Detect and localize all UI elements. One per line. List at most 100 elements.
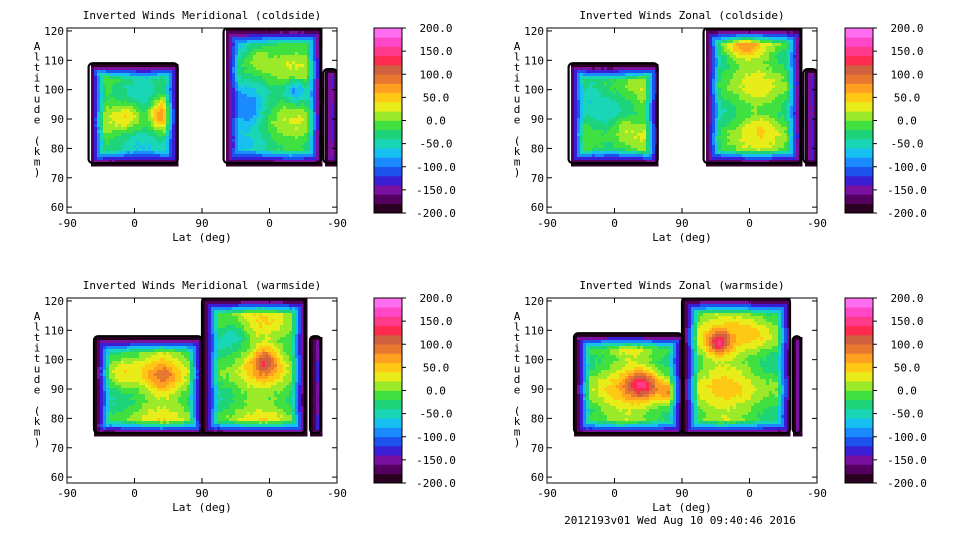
field-cell	[286, 103, 290, 107]
field-cell	[580, 130, 584, 134]
field-cell	[283, 145, 287, 149]
field-cell	[571, 163, 575, 167]
field-cell	[733, 133, 737, 137]
field-cell	[643, 76, 647, 80]
field-cell	[313, 112, 317, 116]
field-cell	[757, 49, 761, 53]
field-cell	[274, 109, 278, 113]
field-cell	[775, 85, 779, 89]
field-cell	[301, 163, 305, 167]
field-cell	[784, 124, 788, 128]
field-cell	[121, 109, 125, 113]
field-cell	[262, 163, 266, 167]
field-cell	[619, 76, 623, 80]
field-cell	[787, 88, 791, 92]
field-cell	[715, 103, 719, 107]
field-cell	[121, 151, 125, 155]
field-cell	[763, 157, 767, 161]
field-cell	[100, 64, 104, 68]
field-cell	[727, 106, 731, 110]
field-cell	[634, 145, 638, 149]
field-cell	[622, 106, 626, 110]
field-cell	[100, 151, 104, 155]
field-cell	[259, 124, 263, 128]
field-cell	[295, 46, 299, 50]
field-cell	[778, 70, 782, 74]
field-cell	[760, 91, 764, 95]
field-cell	[745, 157, 749, 161]
field-cell	[253, 61, 257, 65]
field-cell	[295, 157, 299, 161]
field-cell	[238, 40, 242, 44]
field-cell	[166, 130, 170, 134]
field-cell	[169, 82, 173, 86]
field-cell	[760, 106, 764, 110]
field-cell	[325, 103, 329, 107]
field-cell	[145, 103, 149, 107]
field-cell	[124, 121, 128, 125]
field-cell	[262, 100, 266, 104]
field-cell	[766, 124, 770, 128]
field-cell	[643, 67, 647, 71]
y-axis-label-char: (	[34, 135, 41, 148]
field-cell	[751, 103, 755, 107]
field-cell	[775, 124, 779, 128]
field-cell	[610, 118, 614, 122]
field-cell	[139, 124, 143, 128]
field-cell	[283, 34, 287, 38]
field-cell	[724, 85, 728, 89]
field-cell	[295, 124, 299, 128]
field-cell	[790, 94, 794, 98]
field-cell	[163, 145, 167, 149]
colorbar-segment	[374, 194, 402, 205]
field-cell	[712, 49, 716, 53]
field-cell	[259, 106, 263, 110]
field-cell	[277, 76, 281, 80]
field-cell	[730, 34, 734, 38]
field-cell	[589, 142, 593, 146]
field-cell	[715, 124, 719, 128]
field-cell	[745, 31, 749, 35]
field-cell	[145, 139, 149, 143]
field-cell	[631, 106, 635, 110]
field-cell	[616, 70, 620, 74]
field-cell	[325, 115, 329, 119]
field-cell	[172, 148, 176, 152]
field-cell	[643, 97, 647, 101]
field-cell	[241, 130, 245, 134]
field-cell	[571, 97, 575, 101]
field-cell	[232, 94, 236, 98]
field-cell	[742, 52, 746, 56]
field-cell	[781, 61, 785, 65]
field-cell	[751, 142, 755, 146]
field-cell	[316, 157, 320, 161]
field-cell	[97, 64, 101, 68]
field-cell	[742, 130, 746, 134]
field-cell	[628, 79, 632, 83]
field-cell	[625, 148, 629, 152]
field-cell	[751, 88, 755, 92]
field-cell	[631, 64, 635, 68]
field-cell	[136, 136, 140, 140]
field-cell	[586, 73, 590, 77]
field-cell	[133, 67, 137, 71]
field-cell	[619, 160, 623, 164]
field-cell	[772, 46, 776, 50]
field-cell	[751, 67, 755, 71]
field-cell	[718, 112, 722, 116]
field-cell	[274, 157, 278, 161]
field-cell	[247, 79, 251, 83]
field-cell	[307, 61, 311, 65]
field-cell	[742, 61, 746, 65]
field-cell	[274, 79, 278, 83]
field-cell	[772, 109, 776, 113]
field-cell	[733, 61, 737, 65]
field-cell	[265, 28, 269, 32]
field-cell	[784, 142, 788, 146]
field-cell	[604, 160, 608, 164]
field-cell	[232, 37, 236, 41]
field-cell	[646, 133, 650, 137]
field-cell	[244, 97, 248, 101]
field-cell	[742, 145, 746, 149]
field-cell	[631, 112, 635, 116]
